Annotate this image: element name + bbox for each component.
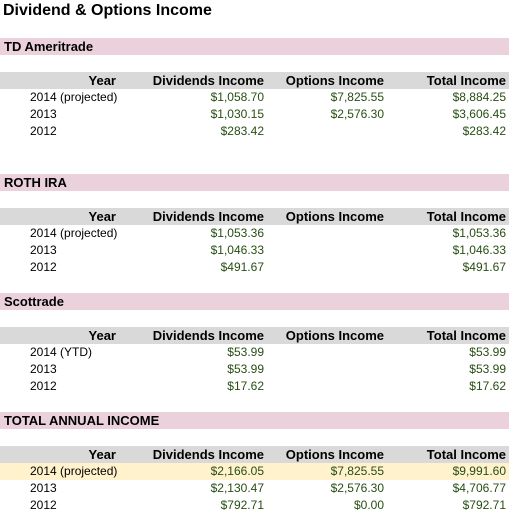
table-row: 2013 $53.99 $53.99 [0,361,509,378]
total-cell: $283.42 [462,124,506,138]
page-title: Dividend & Options Income [3,2,212,19]
header-options: Options Income [285,73,384,88]
year-cell: 2014 (YTD) [30,345,93,359]
header-dividends: Dividends Income [152,209,264,224]
dividends-cell: $2,166.05 [210,464,264,478]
options-cell: $2,576.30 [330,481,384,495]
column-header-row: Year Dividends Income Options Income Tot… [0,72,509,89]
column-header-row: Year Dividends Income Options Income Tot… [0,208,509,225]
total-cell: $17.62 [469,379,506,393]
table-row: 2012 $283.42 $283.42 [0,123,509,140]
total-cell: $9,991.60 [452,464,506,478]
header-year: Year [88,73,116,88]
header-options: Options Income [285,447,384,462]
table-row: 2013 $1,046.33 $1,046.33 [0,242,509,259]
header-total: Total Income [426,209,506,224]
table-row: 2014 (YTD) $53.99 $53.99 [0,344,509,361]
year-cell: 2013 [30,362,57,376]
section-title-scottrade: Scottrade [0,293,509,310]
table-row: 2014 (projected) $1,053.36 $1,053.36 [0,225,509,242]
dividends-cell: $53.99 [227,362,264,376]
total-cell: $53.99 [469,345,506,359]
options-cell: $7,825.55 [330,90,384,104]
total-cell: $53.99 [469,362,506,376]
dividends-cell: $2,130.47 [210,481,264,495]
header-dividends: Dividends Income [152,328,264,343]
total-cell: $1,046.33 [452,243,506,257]
table-row: 2013 $2,130.47 $2,576.30 $4,706.77 [0,480,509,497]
dividends-cell: $1,030.15 [210,107,264,121]
section-title-total-annual-income: TOTAL ANNUAL INCOME [0,412,509,429]
year-cell: 2014 (projected) [30,226,118,240]
header-total: Total Income [426,328,506,343]
dividends-cell: $17.62 [227,379,264,393]
table-row: 2013 $1,030.15 $2,576.30 $3,606.45 [0,106,509,123]
header-total: Total Income [426,73,506,88]
dividends-cell: $491.67 [220,260,264,274]
table-row: 2012 $792.71 $0.00 $792.71 [0,497,509,514]
options-cell: $2,576.30 [330,107,384,121]
year-cell: 2012 [30,498,57,512]
total-cell: $491.67 [462,260,506,274]
column-header-row: Year Dividends Income Options Income Tot… [0,446,509,463]
header-dividends: Dividends Income [152,447,264,462]
year-cell: 2012 [30,260,57,274]
table-row-highlighted: 2014 (projected) $2,166.05 $7,825.55 $9,… [0,463,509,480]
year-cell: 2012 [30,124,57,138]
options-cell: $0.00 [353,498,384,512]
table-row: 2014 (projected) $1,058.70 $7,825.55 $8,… [0,89,509,106]
total-cell: $8,884.25 [452,90,506,104]
year-cell: 2013 [30,107,57,121]
dividends-cell: $792.71 [220,498,264,512]
options-cell: $7,825.55 [330,464,384,478]
year-cell: 2014 (projected) [30,464,118,478]
header-options: Options Income [285,209,384,224]
year-cell: 2014 (projected) [30,90,118,104]
dividends-cell: $1,046.33 [210,243,264,257]
year-cell: 2013 [30,481,57,495]
total-cell: $1,053.36 [452,226,506,240]
header-year: Year [88,209,116,224]
section-title-td-ameritrade: TD Ameritrade [0,38,509,55]
header-total: Total Income [426,447,506,462]
total-cell: $3,606.45 [452,107,506,121]
section-title-roth-ira: ROTH IRA [0,174,509,191]
header-options: Options Income [285,328,384,343]
year-cell: 2012 [30,379,57,393]
table-row: 2012 $491.67 $491.67 [0,259,509,276]
total-cell: $4,706.77 [452,481,506,495]
header-dividends: Dividends Income [152,73,264,88]
column-header-row: Year Dividends Income Options Income Tot… [0,327,509,344]
header-year: Year [88,447,116,462]
table-row: 2012 $17.62 $17.62 [0,378,509,395]
dividends-cell: $1,058.70 [210,90,264,104]
dividends-cell: $1,053.36 [210,226,264,240]
dividends-cell: $53.99 [227,345,264,359]
year-cell: 2013 [30,243,57,257]
dividends-cell: $283.42 [220,124,264,138]
header-year: Year [88,328,116,343]
total-cell: $792.71 [462,498,506,512]
